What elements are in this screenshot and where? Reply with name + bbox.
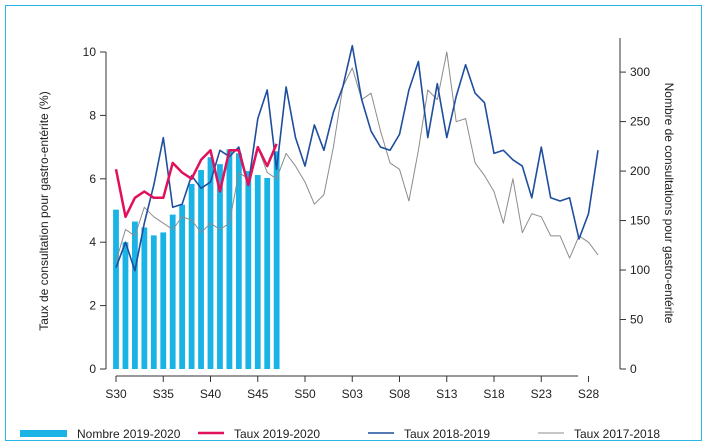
bar-nombre-2019-2020 [188,183,195,369]
legend-label-taux-2017-2018: Taux 2017-2018 [574,427,660,441]
x-tick-label: S50 [294,387,316,401]
right-tick-label: 100 [630,263,650,277]
left-axis-title: Taux de consultation pour gastro-entérit… [37,91,51,330]
x-tick-label: S30 [105,387,127,401]
bar-nombre-2019-2020 [113,209,119,369]
legend-label-taux-2019-2020: Taux 2019-2020 [234,427,320,441]
bar-nombre-2019-2020 [179,204,186,369]
left-tick-label: 6 [89,172,96,186]
bar-nombre-2019-2020 [273,151,280,369]
right-tick-label: 300 [630,65,650,79]
left-tick-label: 2 [89,299,96,313]
chart-frame: 0 2 4 6 8 10 0 50 100 150 200 250 300 S30 S35 S40 S45 S… [5,5,702,441]
bar-nombre-2019-2020 [122,242,129,369]
x-tick-label: S18 [483,387,505,401]
x-tick-label: S23 [531,387,553,401]
legend: Nombre 2019-2020 Taux 2019-2020 Taux 201… [20,427,660,441]
x-axis-ticks: S30 S35 S40 S45 S50 S03 S08 S13 S18 S23 S28 [105,376,599,401]
bar-nombre-2019-2020 [226,149,233,369]
x-tick-label: S45 [247,387,269,401]
bar-nombre-2019-2020 [132,221,138,369]
x-tick-label: S35 [153,387,175,401]
right-tick-label: 50 [630,313,644,327]
line-taux-2019-2020 [114,143,278,219]
left-tick-label: 10 [83,45,97,59]
x-tick-label: S28 [578,387,600,401]
right-tick-label: 250 [630,115,650,129]
x-tick-label: S03 [342,387,364,401]
legend-label-taux-2018-2019: Taux 2018-2019 [404,427,490,441]
right-axis-title: Nombre de consultations pour gastro-enté… [662,83,676,324]
lines-layer [114,44,599,272]
bars-layer [113,149,280,369]
bar-nombre-2019-2020 [198,170,204,369]
legend-swatch-nombre-2019-2020 [20,430,67,437]
legend-label-nombre-2019-2020: Nombre 2019-2020 [77,427,181,441]
bar-nombre-2019-2020 [141,227,148,369]
x-tick-label: S13 [436,387,458,401]
bar-nombre-2019-2020 [150,235,157,369]
right-tick-label: 200 [630,164,650,178]
x-tick-label: S08 [389,387,411,401]
left-tick-label: 4 [89,235,96,249]
bar-nombre-2019-2020 [207,157,214,369]
bar-nombre-2019-2020 [160,232,167,369]
right-axis-ticks: 0 50 100 150 200 250 300 [620,65,650,376]
left-tick-label: 8 [89,108,96,122]
left-axis-ticks: 0 2 4 6 8 10 [83,45,106,376]
bar-nombre-2019-2020 [254,175,261,369]
right-tick-label: 0 [630,362,637,376]
bar-nombre-2019-2020 [245,171,252,369]
bar-nombre-2019-2020 [235,153,242,369]
left-tick-label: 0 [89,362,96,376]
bar-nombre-2019-2020 [169,214,176,369]
right-tick-label: 150 [630,214,650,228]
bar-nombre-2019-2020 [264,177,271,369]
line-taux-2018-2019 [115,44,599,272]
bar-nombre-2019-2020 [217,164,223,369]
line-taux-2017-2018 [115,51,599,262]
x-tick-label: S40 [200,387,222,401]
